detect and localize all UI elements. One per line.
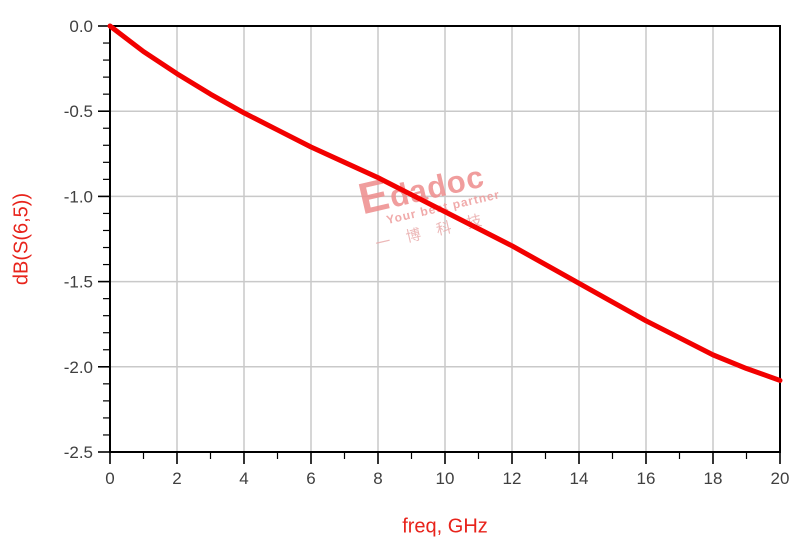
y-tick-label: -1.0	[64, 187, 93, 206]
x-tick-label: 0	[105, 469, 114, 488]
watermark: Edadoc Your best partner 一 博 科 技	[354, 147, 547, 256]
x-tick-label: 8	[373, 469, 382, 488]
x-tick-label: 20	[771, 469, 790, 488]
y-tick-label: -0.5	[64, 102, 93, 121]
x-tick-label: 18	[704, 469, 723, 488]
x-tick-label: 12	[503, 469, 522, 488]
y-tick-label: -2.5	[64, 443, 93, 462]
y-tick-label: -1.5	[64, 273, 93, 292]
x-axis-title: freq, GHz	[402, 515, 488, 538]
x-tick-label: 6	[306, 469, 315, 488]
x-tick-label: 2	[172, 469, 181, 488]
y-tick-label: 0.0	[69, 17, 93, 36]
x-tick-label: 10	[436, 469, 455, 488]
y-axis-title: dB(S(6,5))	[10, 192, 33, 286]
y-tick-label: -2.0	[64, 358, 93, 377]
x-tick-label: 16	[637, 469, 656, 488]
x-tick-label: 14	[570, 469, 589, 488]
x-tick-label: 4	[239, 469, 248, 488]
plot-frame	[109, 25, 781, 453]
